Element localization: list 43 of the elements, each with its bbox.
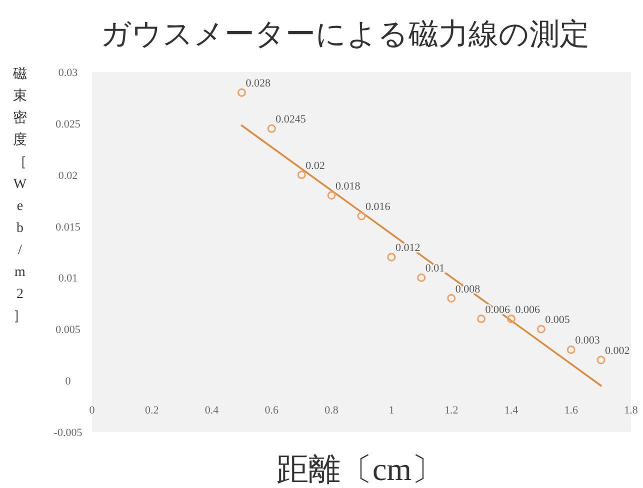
point	[237, 88, 246, 97]
y-tick-label: 0.025	[56, 118, 81, 130]
point	[536, 324, 546, 334]
x-tick-label: 1.4	[504, 404, 519, 417]
x-tick-label: 1.8	[624, 404, 638, 417]
point	[447, 294, 456, 303]
y-tick-label: 0.01	[58, 272, 78, 285]
y-tick-label: 0	[65, 376, 72, 388]
data-label: 0.016	[366, 201, 391, 213]
y-tick-label: -0.005	[54, 427, 83, 439]
data-label: 0.0245	[276, 114, 306, 126]
point	[297, 170, 306, 180]
data-label: 0.006	[515, 304, 540, 316]
x-tick-label: 0	[89, 404, 96, 417]
point	[327, 191, 336, 200]
point	[566, 345, 576, 354]
point	[387, 252, 396, 262]
x-tick-label: 1.6	[564, 404, 578, 417]
point	[417, 273, 426, 282]
x-tick-label: 0.2	[145, 404, 159, 417]
data-label: 0.003	[575, 334, 600, 347]
point	[357, 212, 366, 220]
y-tick-label: 0.015	[56, 221, 81, 234]
data-label: 0.002	[605, 345, 630, 357]
point	[477, 314, 486, 324]
chart-title: ガウスメーターによる磁力線の測定	[100, 18, 590, 51]
data-label: 0.018	[336, 180, 361, 192]
x-tick-label: 0.4	[204, 404, 220, 417]
x-axis-title: 距離〔cm〕	[276, 451, 444, 487]
point	[506, 314, 516, 324]
x-tick-label: 0.8	[324, 404, 339, 417]
data-label: 0.028	[246, 78, 271, 90]
point	[596, 356, 606, 364]
y-tick-label: 0.005	[56, 324, 81, 336]
point	[267, 124, 276, 133]
y-tick-label: 0.03	[58, 67, 78, 79]
data-label: 0.005	[545, 314, 570, 326]
y-tick-label: 0.02	[58, 170, 78, 182]
x-tick-label: 1.2	[444, 404, 458, 417]
x-tick-label: 0.6	[264, 404, 280, 417]
data-label: 0.02	[306, 160, 325, 172]
x-tick-label: 1	[388, 404, 394, 417]
text: 磁束密度［Web/m2］	[13, 67, 27, 324]
